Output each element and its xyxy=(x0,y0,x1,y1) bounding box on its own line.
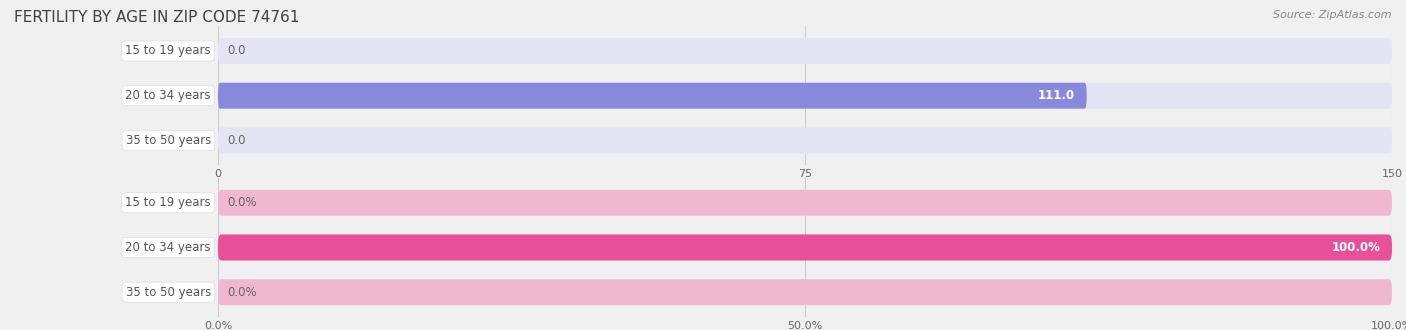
FancyBboxPatch shape xyxy=(218,235,1392,260)
Text: 111.0: 111.0 xyxy=(1038,89,1076,102)
Text: 0.0%: 0.0% xyxy=(228,196,257,209)
FancyBboxPatch shape xyxy=(218,235,1392,260)
Text: 100.0%: 100.0% xyxy=(1331,241,1381,254)
Text: FERTILITY BY AGE IN ZIP CODE 74761: FERTILITY BY AGE IN ZIP CODE 74761 xyxy=(14,10,299,25)
Text: 35 to 50 years: 35 to 50 years xyxy=(125,286,211,299)
Text: Source: ZipAtlas.com: Source: ZipAtlas.com xyxy=(1274,10,1392,20)
FancyBboxPatch shape xyxy=(218,83,1392,109)
FancyBboxPatch shape xyxy=(218,279,1392,305)
Text: 0.0: 0.0 xyxy=(228,134,246,147)
Text: 0.0%: 0.0% xyxy=(228,286,257,299)
Text: 15 to 19 years: 15 to 19 years xyxy=(125,45,211,57)
FancyBboxPatch shape xyxy=(218,127,1392,153)
FancyBboxPatch shape xyxy=(218,38,1392,64)
FancyBboxPatch shape xyxy=(218,190,1392,216)
Text: 0.0: 0.0 xyxy=(228,45,246,57)
Text: 20 to 34 years: 20 to 34 years xyxy=(125,89,211,102)
Text: 20 to 34 years: 20 to 34 years xyxy=(125,241,211,254)
FancyBboxPatch shape xyxy=(218,83,1087,109)
Text: 15 to 19 years: 15 to 19 years xyxy=(125,196,211,209)
Text: 35 to 50 years: 35 to 50 years xyxy=(125,134,211,147)
